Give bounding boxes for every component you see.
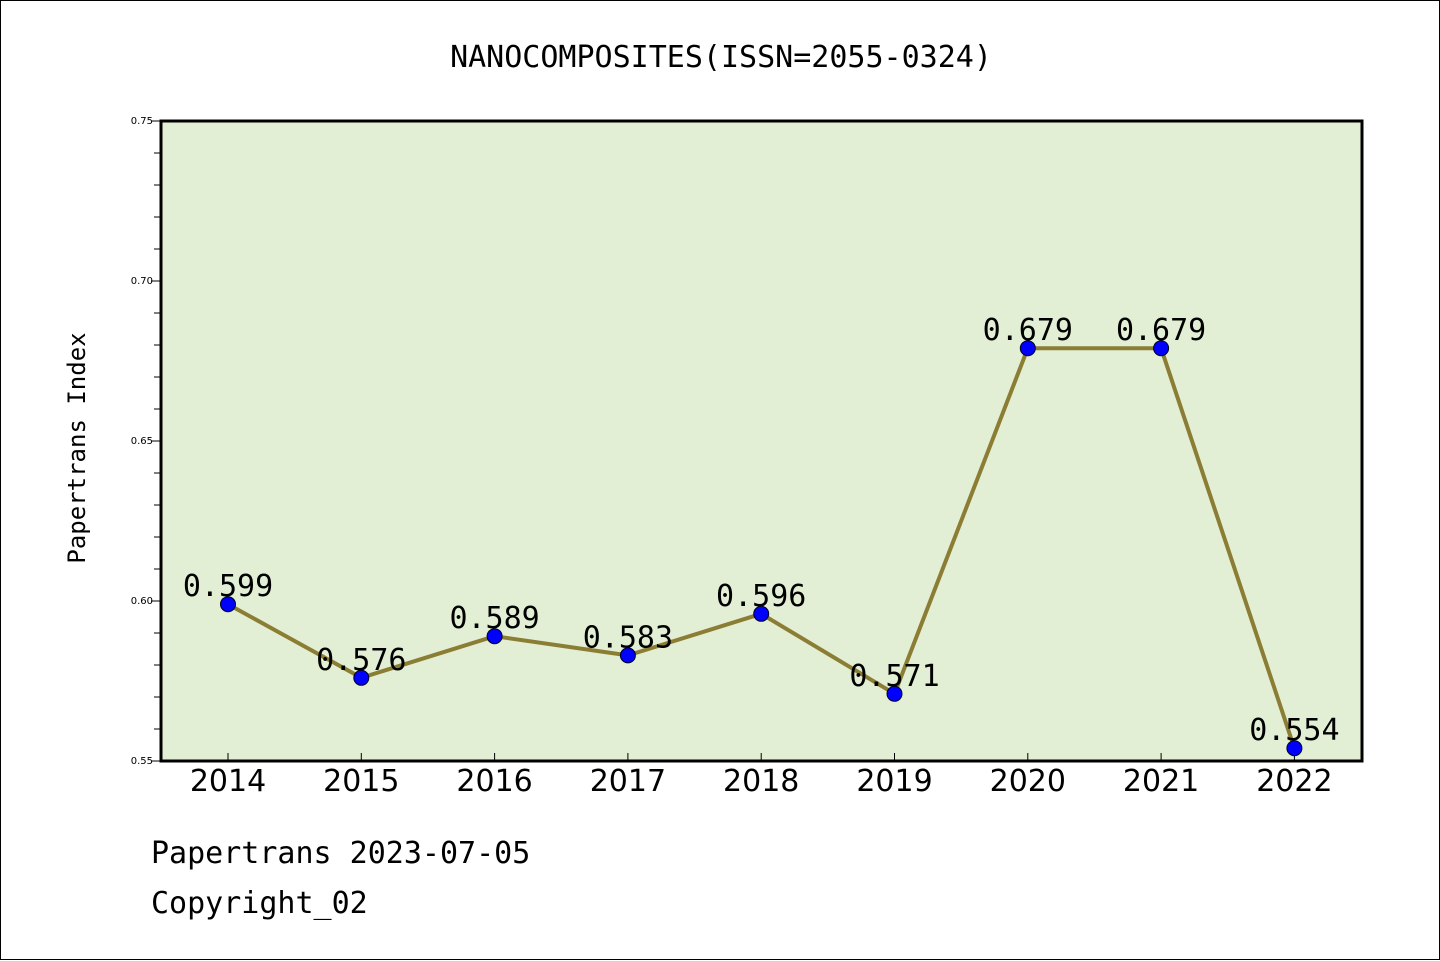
data-point xyxy=(353,669,370,686)
x-tick-label: 2017 xyxy=(590,764,666,799)
data-label: 0.599 xyxy=(183,569,273,604)
y-tick-label: 0.70 xyxy=(131,276,153,287)
y-tick-label: 0.65 xyxy=(131,436,153,447)
x-tick-label: 2014 xyxy=(190,764,266,799)
data-label: 0.576 xyxy=(316,643,406,678)
x-tick-label: 2015 xyxy=(323,764,399,799)
y-axis-label: Papertrans Index xyxy=(63,332,91,563)
data-label: 0.589 xyxy=(449,601,539,636)
data-point xyxy=(486,628,503,645)
data-point xyxy=(619,647,636,664)
x-tick-label: 2021 xyxy=(1123,764,1199,799)
data-label: 0.596 xyxy=(716,579,806,614)
x-tick-label: 2022 xyxy=(1256,764,1332,799)
data-point xyxy=(753,605,770,622)
x-tick-label: 2018 xyxy=(723,764,799,799)
footer-copyright: Copyright_02 xyxy=(151,886,368,921)
x-axis: 2014 2015 2016 2017 2018 2019 2020 2021 2022 xyxy=(190,753,1333,799)
data-labels: 0.599 0.576 0.589 0.583 0.596 0.571 0.679 0.679… xyxy=(183,313,1340,748)
data-point xyxy=(1019,340,1036,357)
y-tick-label: 0.75 xyxy=(131,116,153,127)
data-label: 0.554 xyxy=(1249,713,1339,748)
series-layer xyxy=(220,340,1303,757)
footer-date: Papertrans 2023-07-05 xyxy=(151,836,531,871)
chart-title: NANOCOMPOSITES(ISSN=2055-0324) xyxy=(450,40,992,75)
y-axis: 0.55 0.60 0.65 0.70 0.75 xyxy=(131,116,161,767)
data-label: 0.571 xyxy=(849,659,939,694)
x-tick-label: 2019 xyxy=(856,764,932,799)
data-point xyxy=(886,685,903,702)
data-label: 0.583 xyxy=(583,620,673,655)
plot-area xyxy=(159,119,1364,763)
y-tick-label: 0.55 xyxy=(131,756,153,767)
data-point xyxy=(1286,740,1303,757)
data-label: 0.679 xyxy=(983,313,1073,348)
x-tick-label: 2020 xyxy=(990,764,1066,799)
data-point xyxy=(1153,340,1170,357)
x-tick-label: 2016 xyxy=(456,764,532,799)
y-tick-label: 0.60 xyxy=(131,596,153,607)
data-point xyxy=(220,596,236,613)
data-label: 0.679 xyxy=(1116,313,1206,348)
